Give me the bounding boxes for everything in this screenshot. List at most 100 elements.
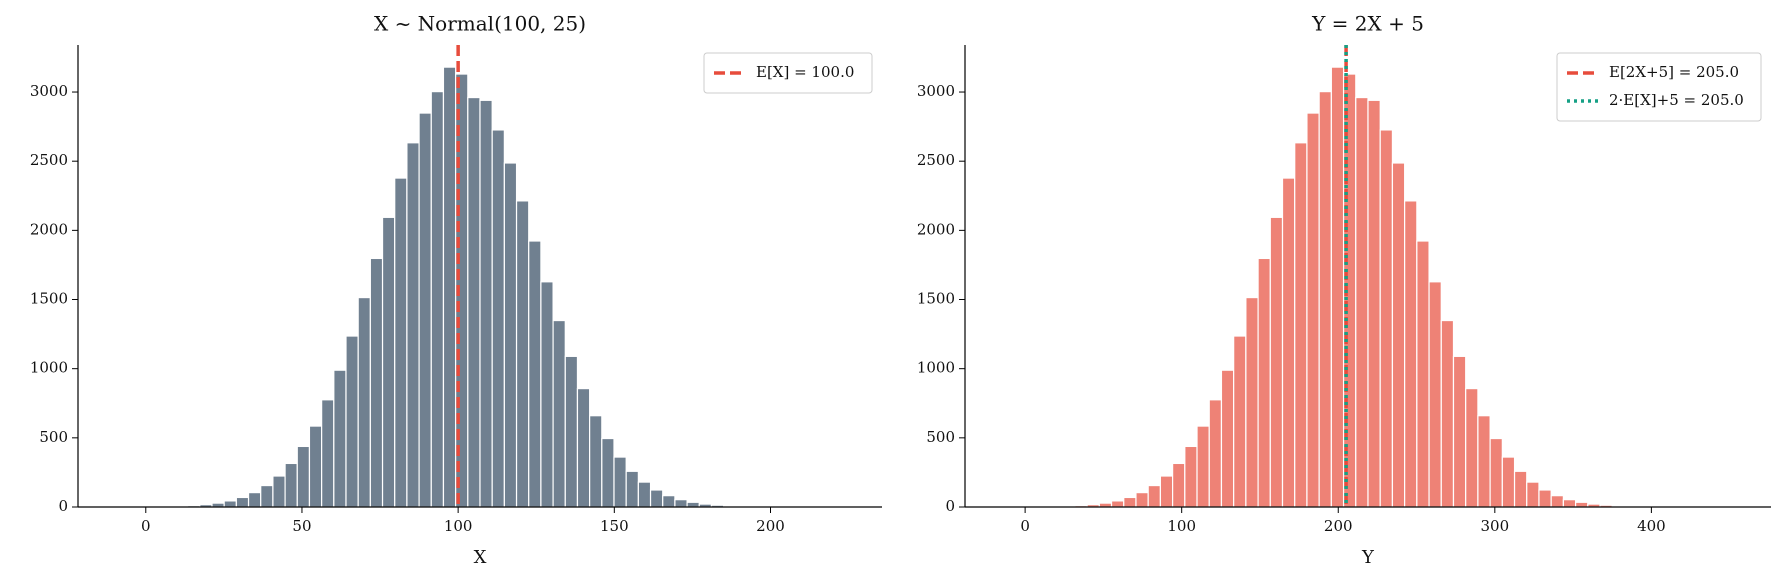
bar — [1172, 462, 1186, 508]
bar — [1465, 387, 1479, 508]
x-tick-label: 100 — [444, 517, 473, 535]
x-tick-label: 400 — [1637, 517, 1666, 535]
bar — [1513, 470, 1528, 508]
chart-title: X ~ Normal(100, 25) — [374, 12, 586, 36]
y-tick-label: 1500 — [917, 290, 955, 308]
bar — [625, 470, 639, 508]
bar — [1196, 425, 1210, 508]
bar — [381, 216, 396, 508]
x-tick-label: 200 — [756, 517, 785, 535]
bar — [674, 499, 688, 508]
bar — [1452, 355, 1467, 508]
bar — [1135, 492, 1149, 508]
bar — [321, 399, 335, 508]
bar — [1550, 495, 1564, 508]
bar — [1391, 162, 1406, 508]
y-tick-label: 1000 — [917, 359, 955, 377]
bar — [589, 415, 603, 508]
bar — [1489, 437, 1503, 508]
bar — [552, 319, 566, 508]
bar — [1404, 200, 1418, 508]
legend-box — [1556, 52, 1762, 122]
bar — [1367, 99, 1381, 508]
y-tick-label: 2500 — [30, 151, 68, 169]
bar — [686, 501, 700, 508]
bar — [418, 112, 432, 508]
bar — [613, 456, 627, 508]
bar — [1281, 177, 1296, 508]
x-tick-label: 300 — [1480, 517, 1509, 535]
legend-label: 2·E[X]+5 = 205.0 — [1609, 91, 1744, 109]
bar — [333, 369, 347, 508]
bar — [601, 437, 615, 508]
bar — [1159, 475, 1174, 508]
bar — [369, 257, 384, 508]
bar — [235, 496, 250, 508]
bar — [1501, 456, 1516, 508]
bar — [649, 489, 664, 508]
bar — [1269, 216, 1284, 508]
bar — [1306, 112, 1320, 508]
x-tick-label: 0 — [1020, 517, 1030, 535]
bar — [1208, 399, 1223, 508]
bar — [430, 91, 445, 508]
bar — [260, 484, 274, 508]
bar — [564, 355, 579, 508]
legend-label: E[X] = 100.0 — [756, 63, 854, 81]
y-tick-label: 2000 — [30, 220, 68, 238]
bar — [272, 475, 286, 508]
bar — [394, 177, 408, 508]
y-tick-label: 0 — [945, 497, 955, 515]
y-tick-label: 1500 — [30, 290, 68, 308]
bar — [308, 425, 323, 508]
bar — [528, 240, 542, 508]
chart-title: Y = 2X + 5 — [1311, 12, 1424, 36]
bar — [284, 462, 298, 508]
bar — [1147, 484, 1161, 508]
bar — [1294, 142, 1308, 508]
bar — [1318, 91, 1332, 508]
bar — [357, 296, 371, 508]
x-tick-label: 100 — [1167, 517, 1196, 535]
bar — [1110, 500, 1125, 508]
bar — [345, 335, 359, 508]
y-tick-label: 2000 — [917, 220, 955, 238]
bar — [223, 500, 237, 508]
y-tick-label: 0 — [58, 497, 68, 515]
bar — [662, 495, 676, 508]
bar — [247, 492, 262, 508]
bar — [1575, 501, 1589, 508]
bar — [1416, 240, 1430, 508]
bar — [1123, 496, 1137, 508]
bar — [491, 129, 505, 508]
bar — [540, 281, 554, 508]
bar — [1330, 66, 1345, 508]
y-tick-label: 1000 — [30, 359, 68, 377]
y-tick-label: 500 — [39, 428, 68, 446]
bar — [467, 96, 481, 508]
y-tick-label: 3000 — [917, 82, 955, 100]
bar — [1355, 96, 1369, 508]
x-tick-label: 50 — [292, 517, 311, 535]
bar — [1257, 257, 1271, 508]
x-tick-label: 0 — [141, 517, 151, 535]
bar — [515, 200, 530, 508]
bar — [1245, 296, 1259, 508]
bar — [1477, 415, 1491, 508]
bar — [442, 66, 457, 508]
bar — [1526, 481, 1540, 508]
x-axis-label: Y — [1361, 547, 1375, 568]
x-tick-label: 150 — [600, 517, 629, 535]
bar — [1379, 129, 1394, 508]
bar — [1184, 445, 1198, 508]
bar — [1538, 489, 1552, 508]
bar — [406, 142, 420, 508]
bar — [576, 387, 591, 508]
y-tick-label: 500 — [926, 428, 955, 446]
bar — [503, 162, 518, 508]
bar — [1428, 281, 1442, 508]
legend-box — [703, 52, 873, 94]
bar — [1562, 499, 1577, 508]
y-tick-label: 2500 — [917, 151, 955, 169]
